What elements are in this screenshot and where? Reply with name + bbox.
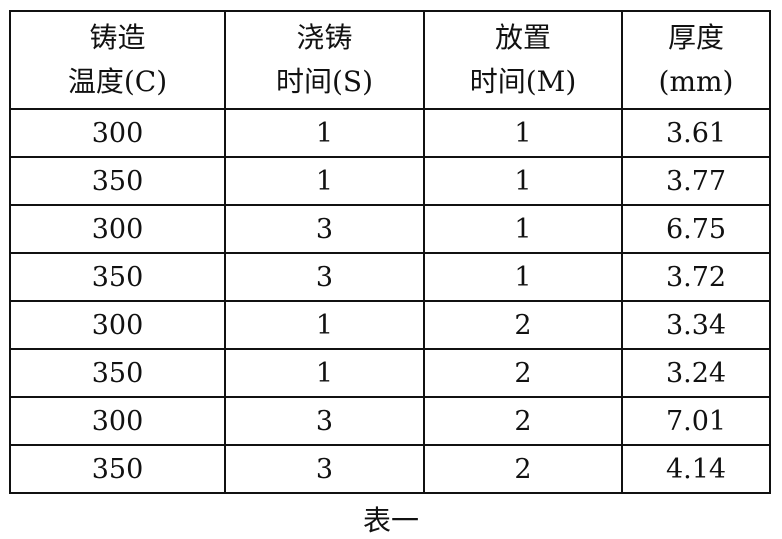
table-cell: 3: [224, 444, 425, 494]
header-line: 时间(S): [275, 65, 374, 98]
table-row: 300 1 2 3.34: [9, 300, 771, 350]
table-caption: 表一: [362, 504, 419, 537]
table-cell: 350: [9, 348, 226, 398]
table-cell: 1: [224, 348, 425, 398]
header-thickness: 厚度 (mm): [621, 10, 771, 110]
table-cell: 1: [423, 204, 623, 254]
table-row: 350 3 2 4.14: [9, 444, 771, 494]
table-cell: 3.24: [621, 348, 771, 398]
table-row: 350 1 2 3.24: [9, 348, 771, 398]
table-cell: 2: [423, 444, 623, 494]
table-cell: 300: [9, 300, 226, 350]
table-cell: 6.75: [621, 204, 771, 254]
header-line: 厚度: [667, 21, 724, 54]
table-cell: 2: [423, 396, 623, 446]
table-cell: 300: [9, 108, 226, 158]
table-cell: 1: [423, 252, 623, 302]
header-standing-time: 放置时间(M): [423, 10, 623, 110]
table-row: 300 1 1 3.61: [9, 108, 771, 158]
table-cell: 3: [224, 396, 425, 446]
table-cell: 300: [9, 204, 226, 254]
table-cell: 1: [224, 156, 425, 206]
header-line: 铸造: [89, 21, 146, 54]
header-line: 时间(M): [469, 65, 577, 98]
table-cell: 1: [224, 108, 425, 158]
table-cell: 3: [224, 252, 425, 302]
header-pouring-time: 浇铸时间(S): [224, 10, 425, 110]
table-cell: 3.34: [621, 300, 771, 350]
header-casting-temperature: 铸造温度(C): [9, 10, 226, 110]
table-cell: 2: [423, 300, 623, 350]
table-cell: 3: [224, 204, 425, 254]
table-cell: 4.14: [621, 444, 771, 494]
table-cell: 350: [9, 252, 226, 302]
table-cell: 350: [9, 444, 226, 494]
header-line: 浇铸: [296, 21, 353, 54]
table-cell: 3.61: [621, 108, 771, 158]
table-cell: 7.01: [621, 396, 771, 446]
header-line: 放置: [494, 21, 551, 54]
table-row: 300 3 2 7.01: [9, 396, 771, 446]
table-row: 350 1 1 3.77: [9, 156, 771, 206]
table-cell: 1: [423, 156, 623, 206]
table-row: 350 3 1 3.72: [9, 252, 771, 302]
table-cell: 1: [423, 108, 623, 158]
table-cell: 1: [224, 300, 425, 350]
table-cell: 3.77: [621, 156, 771, 206]
header-line: 温度(C): [67, 65, 168, 98]
table-cell: 2: [423, 348, 623, 398]
data-table: 铸造 温度(C) 浇铸 时间(S) 放置 时间(M) 厚度 (mm) 300 1 1 3.61…: [9, 10, 771, 494]
table-row: 300 3 1 6.75: [9, 204, 771, 254]
table-cell: 3.72: [621, 252, 771, 302]
header-line: (mm): [658, 65, 734, 98]
header-row: 铸造温度(C) 浇铸时间(S) 放置时间(M) 厚度 (mm): [9, 10, 771, 110]
table-cell: 350: [9, 156, 226, 206]
table-cell: 300: [9, 396, 226, 446]
